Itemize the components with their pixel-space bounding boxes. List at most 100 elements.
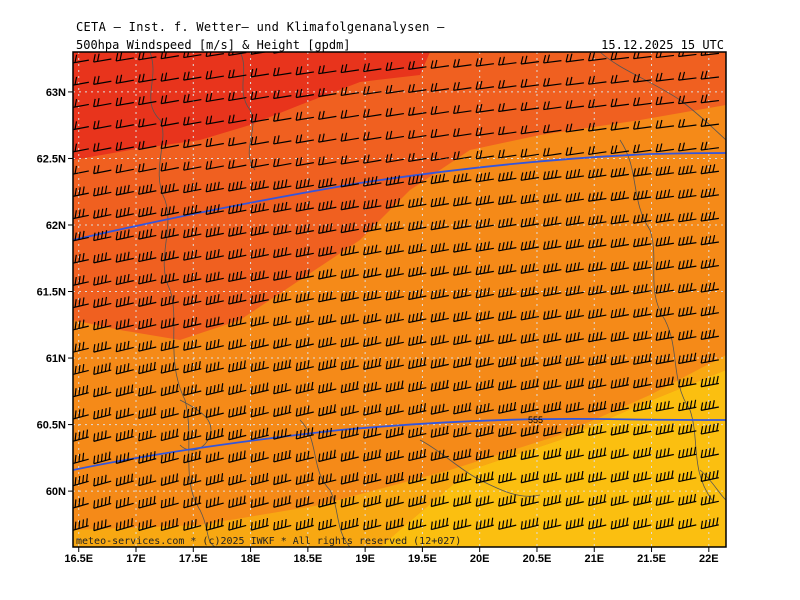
wind-barb bbox=[273, 315, 292, 327]
wind-barb bbox=[655, 236, 674, 247]
wind-barb bbox=[588, 424, 607, 436]
wind-barb bbox=[430, 82, 449, 92]
wind-barb bbox=[385, 472, 404, 485]
wind-barb bbox=[610, 517, 629, 530]
wind-barb bbox=[93, 296, 112, 309]
wind-barb bbox=[205, 383, 224, 396]
wind-barb bbox=[318, 473, 337, 485]
wind-barb bbox=[160, 94, 179, 105]
wind-barb bbox=[386, 39, 404, 47]
wind-barb bbox=[363, 176, 382, 187]
wind-barb bbox=[430, 105, 449, 116]
wind-barb bbox=[475, 403, 494, 415]
wind-barb bbox=[73, 429, 89, 442]
wind-barb bbox=[183, 294, 202, 306]
wind-barb bbox=[160, 183, 179, 195]
wind-barb bbox=[633, 236, 652, 248]
wind-barb bbox=[700, 329, 719, 340]
lat-tick-label: 60N bbox=[46, 486, 66, 498]
wind-barb bbox=[633, 471, 652, 483]
wind-barb bbox=[633, 424, 652, 436]
wind-barb bbox=[93, 207, 112, 219]
wind-barb bbox=[205, 451, 224, 464]
wind-barb bbox=[115, 251, 134, 263]
wind-barb bbox=[250, 158, 269, 169]
wind-barb bbox=[588, 494, 607, 507]
wind-barb bbox=[340, 176, 359, 188]
wind-barb bbox=[160, 162, 179, 172]
wind-barb bbox=[475, 425, 494, 438]
wind-barb bbox=[700, 282, 719, 293]
wind-barb bbox=[430, 219, 449, 231]
wind-barb bbox=[228, 248, 247, 260]
wind-barb bbox=[453, 311, 472, 323]
wind-band-strongest bbox=[73, 52, 430, 160]
wind-barb bbox=[385, 107, 404, 117]
wind-barb bbox=[93, 362, 112, 376]
wind-barb bbox=[430, 128, 449, 139]
wind-barb bbox=[93, 474, 112, 487]
wind-barb bbox=[453, 242, 472, 253]
wind-barb bbox=[610, 377, 629, 389]
wind-barb bbox=[205, 92, 224, 103]
wind-barb bbox=[363, 108, 382, 118]
wind-barb bbox=[250, 338, 269, 350]
wind-barb bbox=[138, 206, 157, 218]
wind-barb bbox=[520, 263, 539, 274]
wind-barb bbox=[633, 447, 652, 459]
wind-barb bbox=[655, 306, 674, 318]
wind-barb bbox=[498, 103, 517, 113]
wind-barb bbox=[250, 247, 269, 259]
wind-barb bbox=[160, 383, 179, 397]
wind-barb bbox=[160, 227, 179, 240]
wind-barb bbox=[73, 252, 89, 264]
wind-barb bbox=[73, 54, 89, 64]
wind-barb bbox=[93, 164, 112, 175]
wind-barb bbox=[408, 403, 427, 416]
wind-barb bbox=[363, 381, 382, 393]
wind-barb bbox=[565, 448, 584, 460]
wind-barb bbox=[700, 52, 720, 57]
wind-barb bbox=[430, 265, 449, 277]
wind-barb bbox=[250, 90, 269, 101]
wind-barb bbox=[520, 148, 539, 158]
wind-barb bbox=[73, 76, 89, 86]
wind-barb bbox=[273, 383, 292, 395]
map-title: CETA — Inst. f. Wetter— und Klimafolgena… bbox=[76, 20, 445, 34]
wind-barb bbox=[543, 101, 562, 111]
wind-barb bbox=[250, 293, 269, 305]
wind-barb bbox=[296, 52, 300, 53]
wind-barb bbox=[565, 100, 584, 110]
wind-barb bbox=[115, 52, 134, 62]
wind-barb bbox=[498, 149, 517, 159]
wind-barb bbox=[73, 208, 89, 220]
wind-barb bbox=[160, 473, 179, 487]
wind-barb bbox=[115, 273, 134, 286]
wind-barb bbox=[610, 260, 629, 272]
wind-barb bbox=[385, 130, 404, 140]
wind-barb bbox=[633, 166, 652, 177]
wind-barb bbox=[363, 336, 382, 348]
wind-barb bbox=[183, 227, 202, 239]
valid-time-label: 15.12.2025 15 UTC bbox=[601, 38, 724, 52]
wind-barb bbox=[340, 336, 359, 348]
wind-barb bbox=[543, 354, 562, 367]
wind-barb bbox=[475, 287, 494, 299]
wind-barb bbox=[295, 405, 314, 417]
wind-barb bbox=[93, 451, 112, 465]
lat-tick-label: 61.5N bbox=[37, 287, 66, 299]
wind-barb bbox=[183, 182, 202, 194]
wind-barb bbox=[250, 496, 269, 509]
wind-barb bbox=[588, 518, 607, 530]
wind-barb bbox=[655, 494, 674, 506]
wind-barb bbox=[655, 189, 674, 200]
wind-barb bbox=[408, 152, 427, 163]
wind-barb bbox=[385, 380, 404, 393]
wind-barb bbox=[610, 214, 629, 225]
wind-barb bbox=[520, 471, 539, 484]
lon-tick-label: 21E bbox=[584, 553, 604, 565]
wind-barb bbox=[498, 240, 517, 252]
wind-barb bbox=[678, 282, 697, 294]
wind-barb bbox=[475, 57, 494, 67]
wind-barb bbox=[475, 264, 494, 276]
